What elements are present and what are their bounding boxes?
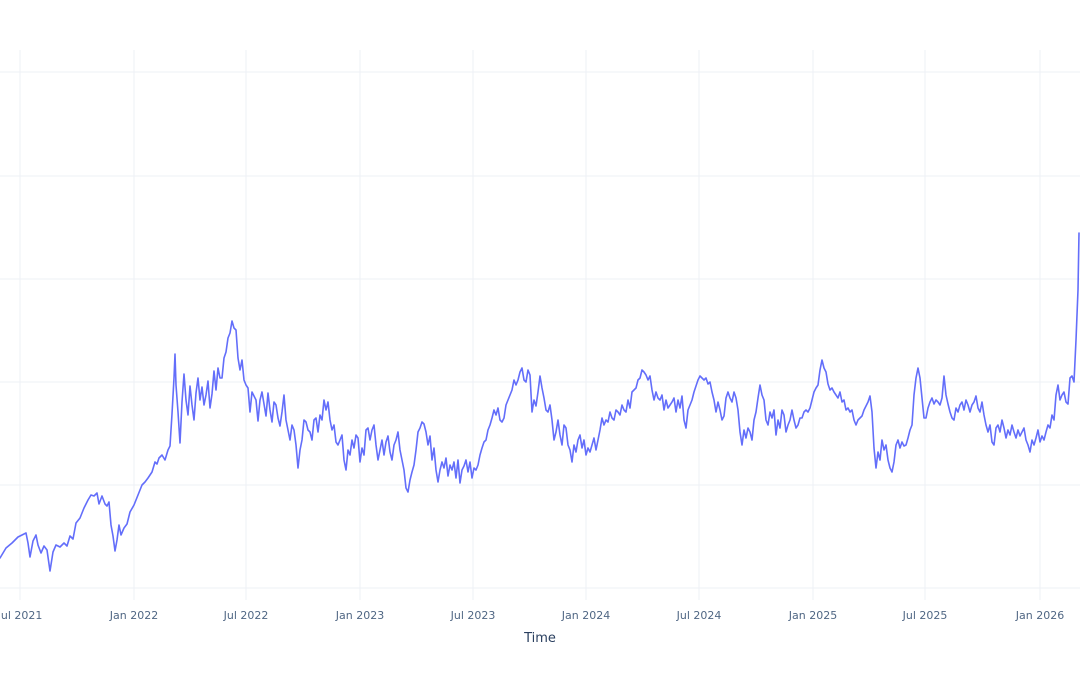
series-line: [0, 232, 1080, 572]
x-tick-label: Jan 2025: [788, 609, 837, 622]
x-tick-label: Jul 2024: [676, 609, 722, 622]
x-tick-label: Jul 2025: [902, 609, 948, 622]
horizontal-gridlines: [0, 71, 1080, 589]
x-tick-label: Jul 2021: [0, 609, 42, 622]
x-tick-label: Jan 2023: [335, 609, 384, 622]
x-tick-label: Jan 2022: [109, 609, 158, 622]
x-tick-label: Jul 2022: [223, 609, 269, 622]
x-tick-label: Jul 2023: [450, 609, 496, 622]
x-axis-title: Time: [523, 631, 556, 646]
x-tick-label: Jan 2024: [561, 609, 610, 622]
x-axis-tick-labels: Jul 2021 Jan 2022 Jul 2022 Jan 2023 Jul 2023…: [0, 609, 1064, 622]
vertical-gridlines: [19, 50, 1041, 600]
x-tick-label: Jan 2026: [1015, 609, 1064, 622]
